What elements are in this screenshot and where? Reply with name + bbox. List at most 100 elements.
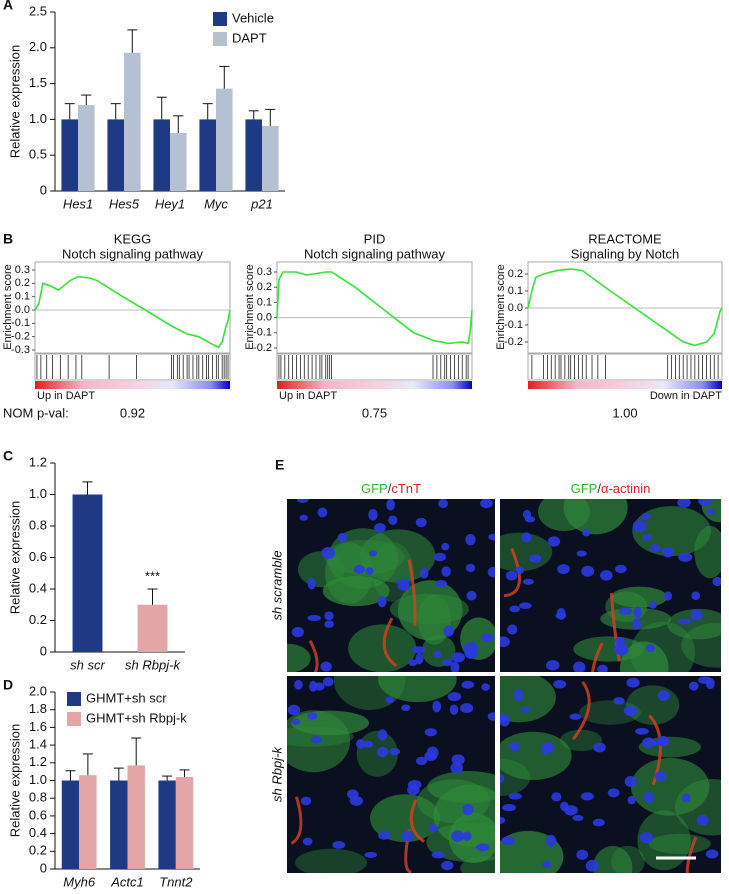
- nucleus: [632, 618, 642, 630]
- bar: [262, 125, 279, 191]
- error-bar: [156, 96, 167, 120]
- nucleus: [545, 834, 557, 847]
- nucleus: [451, 652, 465, 663]
- x-tick-label: Hes1: [63, 196, 93, 211]
- y-tick-label: 2.0: [29, 39, 47, 54]
- nucleus: [581, 565, 595, 577]
- nucleus: [507, 624, 518, 635]
- bar: [216, 88, 233, 191]
- y-tick-label: 0.2: [257, 281, 272, 293]
- nucleus: [441, 860, 454, 871]
- nucleus: [519, 602, 532, 609]
- p-value-label: NOM p-val:: [3, 405, 69, 420]
- x-tick-label: sh scr: [70, 657, 105, 672]
- cell: [681, 622, 721, 668]
- nucleus: [573, 661, 586, 672]
- nucleus: [656, 735, 670, 747]
- plot-title: REACTOME: [588, 231, 662, 246]
- nucleus: [705, 849, 719, 859]
- stain-red: cTnT: [391, 481, 421, 496]
- cell: [538, 499, 591, 532]
- nucleus: [569, 713, 582, 720]
- nucleus: [442, 659, 453, 667]
- y-axis-label: Enrichment score: [244, 264, 256, 350]
- nucleus: [356, 738, 366, 749]
- y-axis-label: Enrichment score: [495, 264, 507, 350]
- bar: [170, 133, 187, 191]
- y-tick-label: -0.1: [504, 319, 523, 331]
- nucleus: [572, 814, 584, 821]
- x-tick-label: Actc1: [110, 874, 144, 889]
- nucleus: [635, 727, 649, 735]
- bar: [79, 775, 97, 869]
- cell: [500, 676, 556, 723]
- nucleus: [615, 564, 627, 574]
- cell: [630, 757, 710, 816]
- panel-label: B: [3, 231, 13, 247]
- panel-label: E: [275, 457, 284, 473]
- cell: [322, 575, 390, 607]
- nucleus: [364, 851, 378, 858]
- nucleus: [475, 843, 490, 852]
- y-tick-label: -0.2: [504, 336, 523, 348]
- error-bar: [265, 108, 276, 126]
- nucleus: [564, 805, 578, 816]
- nucleus: [607, 788, 620, 798]
- nucleus: [641, 513, 651, 521]
- nucleus: [294, 679, 303, 690]
- nucleus: [415, 652, 424, 665]
- bar: [110, 780, 128, 869]
- y-tick-label: 0.0: [508, 302, 523, 314]
- micrograph: [500, 676, 721, 873]
- error-bar: [202, 103, 213, 120]
- y-tick-label: 0.2: [29, 612, 47, 627]
- nucleus: [428, 824, 439, 832]
- rank-gradient: [528, 381, 722, 389]
- nucleus: [678, 552, 693, 562]
- nucleus: [385, 696, 395, 704]
- nucleus: [433, 650, 442, 658]
- nucleus: [545, 660, 560, 671]
- cell: [297, 551, 345, 588]
- nucleus: [438, 499, 449, 509]
- panel-label: A: [3, 0, 13, 13]
- nucleus: [465, 534, 476, 546]
- error-bar: [113, 767, 124, 781]
- nucleus: [501, 836, 515, 845]
- nucleus: [678, 618, 691, 625]
- nucleus: [515, 566, 524, 575]
- nucleus: [509, 605, 521, 613]
- y-tick-label: 0.1: [508, 285, 523, 297]
- y-tick-label: 2.5: [29, 3, 47, 18]
- nucleus: [300, 796, 312, 806]
- nucleus: [415, 756, 428, 766]
- nucleus: [368, 550, 378, 557]
- nucleus: [465, 563, 476, 573]
- y-tick-label: -0.1: [253, 327, 272, 339]
- x-tick-label: Hey1: [155, 196, 185, 211]
- cell: [348, 624, 417, 672]
- y-tick-label: 0.0: [15, 304, 30, 316]
- plot-subtitle: Signaling by Notch: [571, 246, 679, 261]
- red-cell: [407, 559, 417, 627]
- x-tick-label: Myc: [204, 196, 228, 211]
- nucleus: [677, 499, 691, 508]
- cell: [637, 810, 691, 871]
- error-bar: [162, 775, 173, 781]
- bar: [78, 105, 95, 191]
- error-bar: [179, 769, 190, 777]
- plot-subtitle: Notch signaling pathway: [304, 246, 445, 261]
- nucleus: [614, 642, 628, 654]
- red-cell: [503, 547, 521, 598]
- nucleus: [307, 614, 321, 622]
- nucleus: [613, 697, 625, 705]
- cell: [579, 700, 641, 725]
- nucleus: [320, 661, 332, 672]
- nucleus: [368, 509, 378, 521]
- bar: [175, 776, 194, 869]
- nucleus: [529, 554, 542, 563]
- barcode-frame: [34, 353, 231, 381]
- row-label: sh scramble: [269, 550, 284, 620]
- y-tick-label: -0.1: [11, 317, 30, 329]
- y-tick-label: 0.2: [508, 268, 523, 280]
